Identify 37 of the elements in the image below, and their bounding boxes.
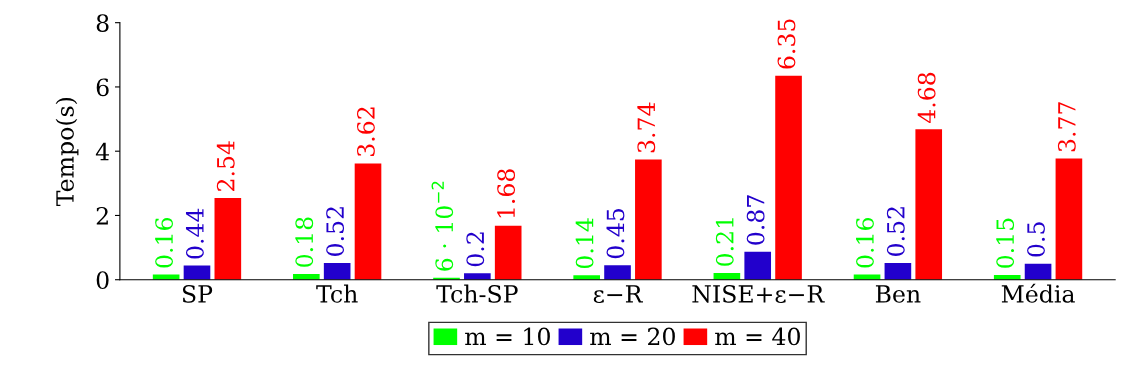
y-tick-label: 6 [96,78,109,97]
y-tick-label: 8 [96,14,109,32]
data-label: 0.87 [746,195,765,245]
legend-label: m = 40 [715,327,800,346]
x-tick-label: Média [1001,283,1075,303]
data-label: 0.18 [295,217,314,267]
legend-label: m = 10 [465,327,550,346]
x-tick-label: NISE+ε−R [692,285,825,303]
y-tick-label: 4 [95,142,109,161]
data-label: 0.52 [326,207,345,256]
y-tick-label: 0 [96,271,109,290]
data-label: 0.16 [856,217,874,268]
data-label: 0.2 [466,232,485,267]
data-label: 0.15 [996,218,1015,268]
data-label: 6 · 10$^{−2}$ [431,181,454,271]
x-tick-label: SP [182,285,213,303]
data-label: 0.5 [1027,222,1045,257]
data-label: 2.54 [216,141,235,191]
x-tick-label: Tch-SP [436,284,518,303]
data-label: 0.16 [155,217,173,268]
legend-label: m = 20 [590,327,675,346]
x-tick-label: Ben [875,285,921,303]
y-tick-label: 2 [96,206,108,225]
data-label: 3.62 [357,107,375,157]
data-label: 4.68 [917,72,936,124]
data-label: 0.44 [185,208,204,259]
data-label: 0.45 [606,208,625,259]
data-label: 6.35 [777,19,796,69]
data-label: 0.14 [575,218,594,269]
data-label: 3.74 [637,102,656,153]
data-label: 3.77 [1057,102,1076,152]
data-label: 0.52 [886,207,905,256]
y-axis-title: Tempo(s) [55,97,79,207]
x-tick-label: Tch [316,284,358,303]
data-label: 0.21 [715,218,734,266]
x-tick-label: ε−R [593,285,643,303]
data-label: 1.68 [497,169,516,218]
